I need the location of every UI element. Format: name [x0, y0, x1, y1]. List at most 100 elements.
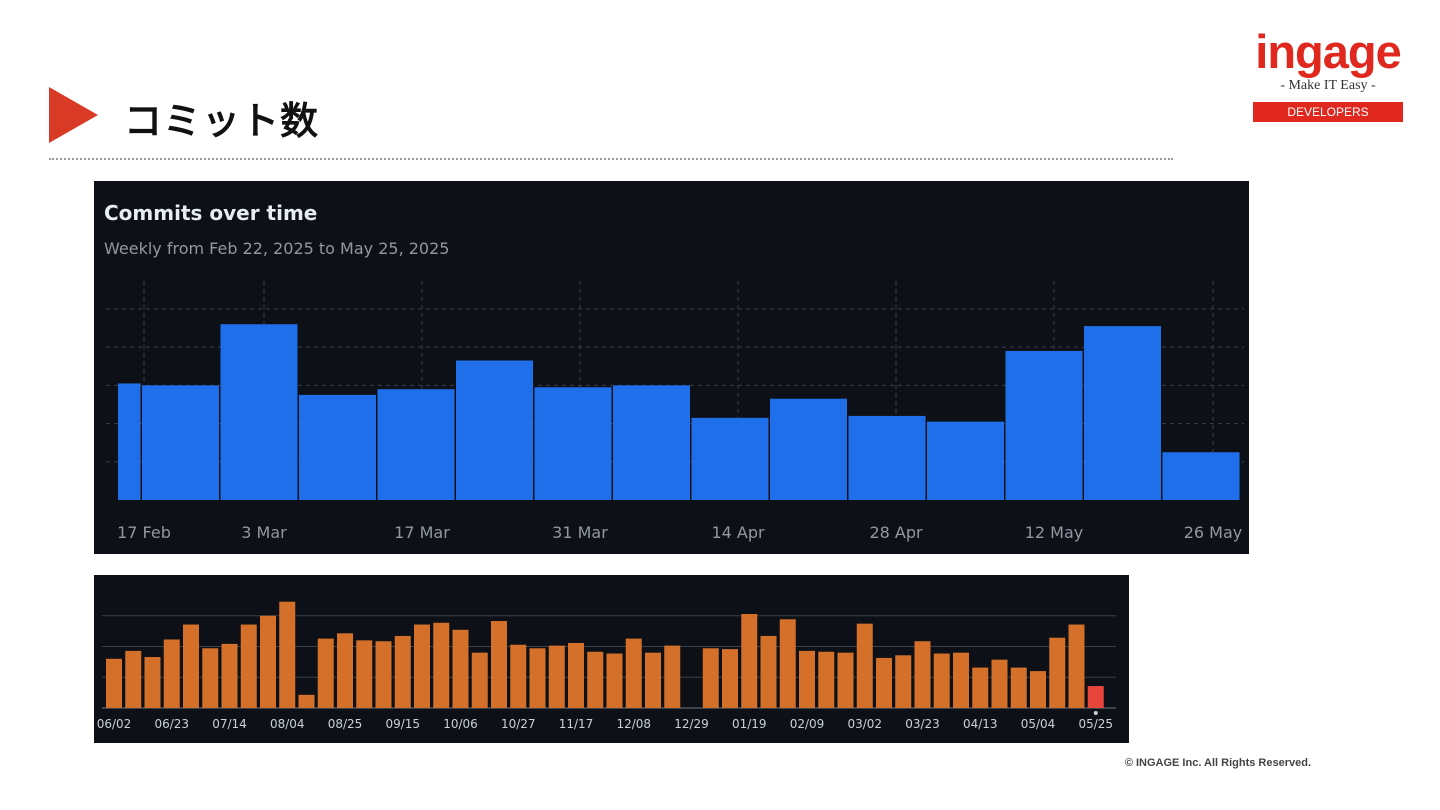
logo-wordmark: ingage [1255, 25, 1401, 78]
commit-bar [972, 667, 989, 708]
ingage-logo: ingage - Make IT Easy - DEVELOPERS [1248, 25, 1408, 125]
commit-bar [691, 417, 769, 500]
x-tick-label: 01/19 [732, 717, 767, 731]
slide-header: コミット数 ingage - Make IT Easy - DEVELOPERS [0, 0, 1440, 170]
commit-bar [142, 385, 219, 500]
commit-bar [471, 652, 488, 708]
x-tick-label: 06/02 [97, 717, 132, 731]
x-tick-label: 08/25 [328, 717, 363, 731]
commit-bar [1087, 686, 1104, 708]
commit-bar [625, 638, 642, 708]
x-tick-label: 12 May [1025, 523, 1084, 542]
commit-bar [299, 394, 376, 500]
commit-bar [613, 385, 690, 500]
x-tick-label: 09/15 [385, 717, 420, 731]
commit-bar [337, 633, 353, 708]
commit-bar [529, 648, 546, 708]
commit-bar [606, 653, 623, 708]
commit-bar [1049, 637, 1066, 708]
x-tick-label: 06/23 [154, 717, 189, 731]
commit-bar [548, 645, 565, 708]
commit-bar [914, 641, 931, 708]
commit-bar [279, 601, 296, 708]
commit-bar [1084, 326, 1161, 500]
commit-bar [452, 629, 469, 708]
x-tick-label: 04/13 [963, 717, 998, 731]
yearly-commits-panel: 06/02 06/23 07/14 08/04 08/25 09/15 10/06 10/27… [94, 575, 1129, 743]
commit-bar [741, 613, 758, 708]
x-tick-label: 07/14 [212, 717, 247, 731]
logo-badge: DEVELOPERS [1253, 102, 1403, 122]
x-tick-label: 17 Feb [117, 523, 171, 542]
chart-title: Commits over time [104, 201, 318, 225]
commit-bar [1010, 667, 1027, 708]
x-tick-label: 3 Mar [241, 523, 287, 542]
commit-bar [837, 652, 854, 708]
commit-bar [991, 659, 1008, 708]
x-tick-label: 12/29 [674, 717, 709, 731]
commit-bar [722, 649, 738, 708]
commit-bar [760, 635, 777, 708]
commit-bar [118, 383, 141, 500]
commit-bar [221, 643, 238, 708]
commit-bar [414, 624, 430, 708]
play-triangle-icon [49, 87, 98, 143]
commit-bar [317, 638, 334, 708]
commit-bar [702, 648, 719, 708]
x-tick-label: 05/25 [1078, 717, 1113, 731]
commit-bar [106, 658, 122, 708]
commit-bar [876, 657, 892, 708]
commit-bar [491, 621, 507, 708]
commit-bar [456, 360, 533, 500]
commit-bar [927, 421, 1004, 500]
commit-bar [356, 640, 373, 708]
commit-bar [202, 648, 219, 708]
commit-bar [240, 624, 257, 708]
x-tick-label: 10/06 [443, 717, 478, 731]
commit-bar [1068, 624, 1085, 708]
commits-over-time-panel: Commits over time Weekly from Feb 22, 20… [94, 181, 1249, 554]
x-tick-label: 12/08 [616, 717, 651, 731]
x-tick-label: 17 Mar [394, 523, 450, 542]
page-title: コミット数 [124, 99, 320, 143]
x-tick-label: 03/02 [847, 717, 882, 731]
weekly-commits-chart: 17 Feb 3 Mar 17 Mar 31 Mar 14 Apr 28 Apr 12 Ma… [106, 281, 1244, 542]
x-tick-label: 31 Mar [552, 523, 608, 542]
x-tick-label: 28 Apr [869, 523, 923, 542]
commit-bar [818, 651, 835, 708]
commit-bar [848, 415, 926, 500]
commit-bar [895, 655, 912, 708]
x-tick-label: 14 Apr [711, 523, 765, 542]
commit-bar [125, 650, 142, 708]
commit-bar [953, 652, 969, 708]
commit-bar [144, 657, 161, 708]
commit-bar [664, 645, 681, 708]
x-tick-label: 26 May [1184, 523, 1243, 542]
yearly-commits-chart: 06/02 06/23 07/14 08/04 08/25 09/15 10/06 10/27… [97, 601, 1116, 731]
x-tick-label: 05/04 [1021, 717, 1056, 731]
commit-bar [510, 644, 527, 708]
commit-bar [298, 694, 315, 708]
x-tick-label: 10/27 [501, 717, 536, 731]
current-week-marker [1093, 711, 1098, 715]
logo-tagline: - Make IT Easy - [1280, 78, 1376, 93]
commit-bar [260, 615, 276, 708]
commit-bar [856, 623, 873, 708]
chart-subtitle: Weekly from Feb 22, 2025 to May 25, 2025 [104, 239, 450, 258]
commit-bar [375, 641, 392, 708]
commit-bar [394, 635, 411, 708]
commit-bar [770, 398, 847, 500]
commit-bar [933, 653, 950, 708]
x-tick-label: 08/04 [270, 717, 305, 731]
commit-bar [799, 650, 815, 708]
commit-bar [220, 324, 298, 500]
commit-bar [534, 387, 612, 500]
commit-bar [645, 652, 661, 708]
x-tick-label: 03/23 [905, 717, 940, 731]
commit-bar [163, 639, 180, 708]
commit-bar [377, 389, 455, 500]
commit-bar [1005, 350, 1083, 500]
commit-bar [433, 622, 450, 708]
commit-bar [587, 651, 604, 708]
commit-bar [568, 642, 584, 708]
